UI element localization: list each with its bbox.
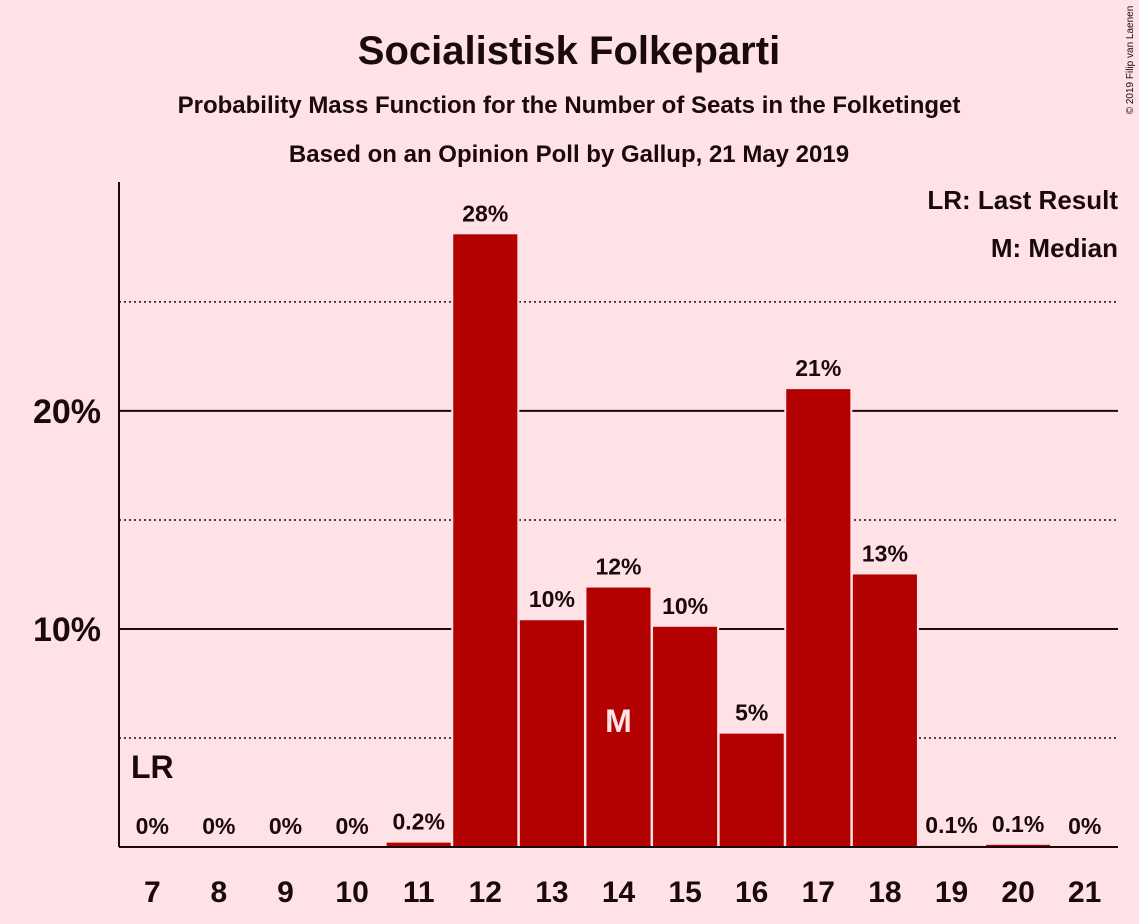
data-label: 0% xyxy=(1068,813,1101,839)
x-tick-label: 17 xyxy=(802,876,835,909)
chart-title: Socialistisk Folkeparti xyxy=(358,29,780,73)
y-tick-label: 10% xyxy=(33,611,101,649)
data-label: 0% xyxy=(202,813,235,839)
data-label: 5% xyxy=(735,700,768,726)
bar-seat-14 xyxy=(586,587,651,847)
legend-median: M: Median xyxy=(991,233,1118,263)
median-marker: M xyxy=(605,703,632,739)
bar-seat-13 xyxy=(519,620,584,847)
bar-seat-18 xyxy=(852,574,917,847)
legend-last-result: LR: Last Result xyxy=(927,185,1118,215)
data-label: 0% xyxy=(335,813,368,839)
bar-seat-11 xyxy=(386,842,451,847)
x-tick-label: 15 xyxy=(668,876,701,909)
data-label: 13% xyxy=(862,540,908,566)
data-label: 0.1% xyxy=(925,812,977,838)
x-tick-label: 19 xyxy=(935,876,968,909)
x-tick-label: 18 xyxy=(868,876,901,909)
x-tick-label: 20 xyxy=(1001,876,1034,909)
x-tick-label: 14 xyxy=(602,876,636,909)
data-label: 10% xyxy=(662,593,708,619)
x-tick-label: 13 xyxy=(535,876,568,909)
data-labels: 0% 0% 0% 0% 0.2% 28% 10% 12% 10% 5% 21% 13% 0.1% 0.1%… xyxy=(131,200,1101,839)
data-label: 28% xyxy=(462,200,508,226)
bar-seat-12 xyxy=(453,234,518,847)
bar-seat-20 xyxy=(986,844,1051,847)
copyright-notice: © 2019 Filip van Laenen xyxy=(1125,6,1136,115)
x-tick-label: 7 xyxy=(144,876,161,909)
chart-subtitle: Probability Mass Function for the Number… xyxy=(178,92,961,119)
x-axis: 7 8 9 10 11 12 13 14 15 16 17 18 19 20 21 xyxy=(119,846,1118,909)
x-tick-label: 9 xyxy=(277,876,294,909)
x-tick-label: 8 xyxy=(211,876,228,909)
bars xyxy=(384,232,1053,848)
x-tick-label: 16 xyxy=(735,876,768,909)
data-label: 0.1% xyxy=(992,811,1044,837)
x-tick-label: 11 xyxy=(403,876,435,909)
y-tick-label: 20% xyxy=(33,393,101,431)
data-label: 10% xyxy=(529,586,575,612)
last-result-marker: LR xyxy=(131,749,174,785)
x-tick-label: 12 xyxy=(469,876,502,909)
bar-halo xyxy=(917,843,986,847)
chart-subtitle-poll: Based on an Opinion Poll by Gallup, 21 M… xyxy=(289,141,849,168)
data-label: 0.2% xyxy=(392,809,444,835)
x-tick-label: 21 xyxy=(1068,876,1101,909)
bar-seat-15 xyxy=(653,626,718,847)
data-label: 0% xyxy=(269,813,302,839)
data-label: 0% xyxy=(136,813,169,839)
y-axis: 10% 20% xyxy=(33,182,120,847)
bar-seat-16 xyxy=(719,733,784,847)
x-tick-label: 10 xyxy=(335,876,368,909)
bar-seat-17 xyxy=(786,389,851,847)
data-label: 21% xyxy=(795,355,841,381)
data-label: 12% xyxy=(595,554,641,580)
